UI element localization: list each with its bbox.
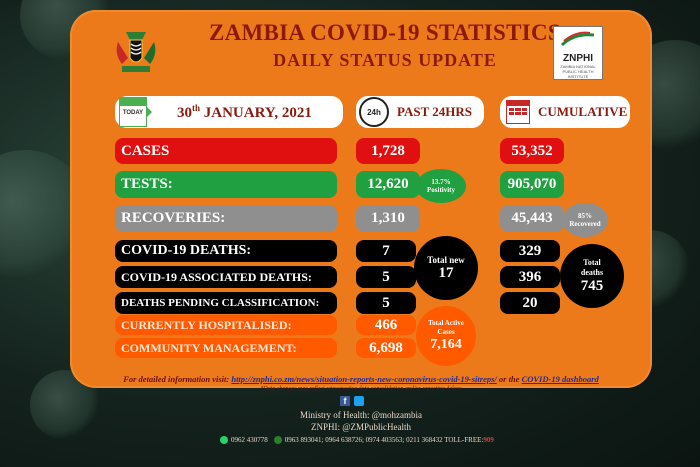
recoveries-past: 1,310 <box>356 205 420 232</box>
pending-deaths-cumulative: 20 <box>500 292 560 314</box>
deaths-past: 7 <box>356 240 416 262</box>
positivity-badge: 13.7% Positivity <box>416 169 466 203</box>
znphi-logo-text: ZNPHI <box>563 53 593 64</box>
pending-deaths-label: DEATHS PENDING CLASSIFICATION: <box>115 292 337 314</box>
tests-past: 12,620 <box>356 171 420 198</box>
associated-deaths-cumulative: 396 <box>500 266 560 288</box>
info-line: For detailed information visit: http://z… <box>123 374 599 384</box>
tests-cumulative: 905,070 <box>500 171 564 198</box>
total-active-cases-circle: Total Active Cases 7,164 <box>416 306 476 366</box>
deaths-label: COVID-19 DEATHS: <box>115 240 337 262</box>
facebook-icon[interactable]: f <box>340 396 350 406</box>
contact-line: 0962 430778 0963 893041; 0964 638726; 09… <box>220 436 494 444</box>
recovered-badge: 85% Recovered <box>562 203 608 237</box>
calendar-grid-icon <box>506 100 530 124</box>
coat-of-arms-logo <box>112 28 160 76</box>
associated-deaths-past: 5 <box>356 266 416 288</box>
deaths-cumulative: 329 <box>500 240 560 262</box>
cases-past: 1,728 <box>356 138 420 164</box>
cases-label: CASES <box>115 138 337 164</box>
past-24hrs-header: 24h PAST 24HRS <box>356 96 484 128</box>
phone-icon <box>273 436 282 444</box>
dashboard-link[interactable]: COVID-19 dashboard <box>521 374 599 384</box>
cases-cumulative: 53,352 <box>500 138 564 164</box>
cumulative-header: CUMULATIVE <box>500 96 630 128</box>
community-past: 6,698 <box>356 338 416 358</box>
ministry-handle: Ministry of Health: @mohzambia <box>299 410 422 420</box>
clock-24h-icon: 24h <box>359 97 389 127</box>
social-icons: f <box>340 396 364 406</box>
sitrep-link[interactable]: http://znphi.co.zm/news/situation-report… <box>231 374 497 384</box>
page-subtitle: DAILY STATUS UPDATE <box>273 50 497 70</box>
past-24hrs-label: PAST 24HRS <box>397 104 473 119</box>
associated-deaths-label: COVID-19 ASSOCIATED DEATHS: <box>115 266 337 288</box>
community-label: COMMUNITY MANAGEMENT: <box>115 338 337 358</box>
stats-panel: ZAMBIA COVID-19 STATISTICS DAILY STATUS … <box>70 10 652 388</box>
page-title: ZAMBIA COVID-19 STATISTICS <box>208 20 562 45</box>
report-date: 30th JANUARY, 2021 <box>177 102 312 121</box>
total-new-deaths-circle: Total new 17 <box>414 236 478 300</box>
tests-label: TESTS: <box>115 171 337 198</box>
hospitalised-past: 466 <box>356 315 416 335</box>
date-header: TODAY 30th JANUARY, 2021 <box>115 96 343 128</box>
total-deaths-circle: Total deaths 745 <box>560 244 624 308</box>
disclaimer: *Data changes may reflect retrospective … <box>260 386 462 392</box>
twitter-icon[interactable] <box>354 396 364 406</box>
hospitalised-label: CURRENTLY HOSPITALISED: <box>115 315 337 335</box>
znphi-handle: ZNPHI: @ZMPublicHealth <box>310 422 412 432</box>
whatsapp-icon <box>220 436 228 444</box>
pending-deaths-past: 5 <box>356 292 416 314</box>
recoveries-cumulative: 45,443 <box>500 205 564 232</box>
calendar-icon: TODAY <box>119 97 152 127</box>
znphi-logo: ZNPHI ZAMBIA NATIONAL PUBLIC HEALTH INSTI… <box>553 26 603 80</box>
cumulative-label: CUMULATIVE <box>538 104 628 119</box>
recoveries-label: RECOVERIES: <box>115 205 337 232</box>
